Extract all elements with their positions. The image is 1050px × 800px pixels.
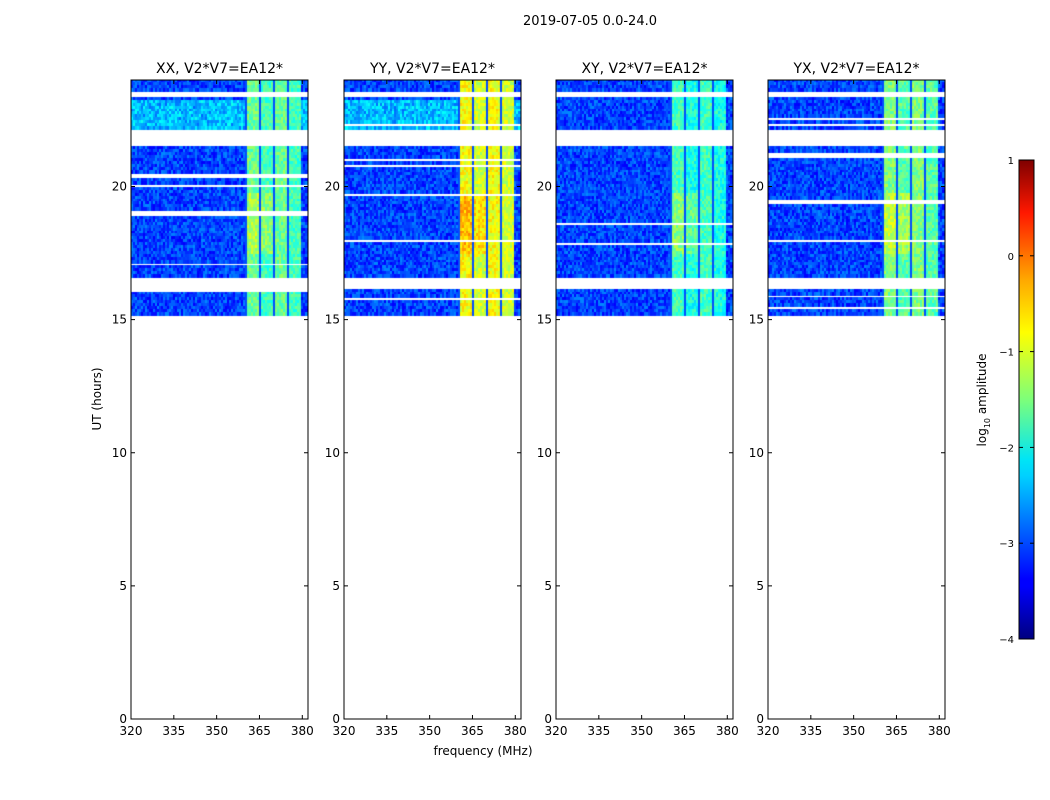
- colorbar-tick-label: −3: [999, 539, 1014, 550]
- colorbar-gradient: [1019, 160, 1034, 639]
- heatmap-yy: [344, 80, 521, 719]
- colorbar-label-sub: 10: [983, 418, 992, 428]
- x-tick-label: 380: [291, 724, 314, 738]
- y-tick-label: 20: [537, 180, 552, 194]
- x-tick-label: 350: [418, 724, 441, 738]
- colorbar: −4 −3 −2 −1 0 1 log10 amplitude: [975, 156, 1035, 646]
- colorbar-tick-label: 1: [1008, 156, 1014, 167]
- heatmap-yx: [768, 80, 945, 719]
- x-tick-label: 365: [248, 724, 271, 738]
- y-tick-label: 15: [537, 313, 552, 327]
- x-tick-label: 365: [461, 724, 484, 738]
- y-tick-label: 20: [749, 180, 764, 194]
- y-tick-label: 10: [325, 446, 340, 460]
- panel-yy: YY, V2*V7=EA12* 320 335 350 365 380 0 5 10 15 20: [325, 61, 527, 738]
- y-tick-label: 0: [544, 712, 552, 726]
- x-tick-label: 380: [716, 724, 739, 738]
- y-tick-label: 20: [112, 180, 127, 194]
- y-tick-label: 0: [756, 712, 764, 726]
- y-tick-label: 5: [544, 579, 552, 593]
- axes-frame: [130, 79, 309, 720]
- x-tick-label: 365: [885, 724, 908, 738]
- x-tick-label: 380: [504, 724, 527, 738]
- axes-frame: [555, 79, 734, 720]
- y-tick-label: 20: [325, 180, 340, 194]
- y-tick-label: 5: [332, 579, 340, 593]
- axes-frame: [343, 79, 522, 720]
- y-axis-label: UT (hours): [90, 367, 104, 430]
- y-tick-label: 10: [112, 446, 127, 460]
- panel-title: YY, V2*V7=EA12*: [369, 61, 495, 77]
- x-tick-label: 335: [162, 724, 185, 738]
- y-tick-label: 10: [537, 446, 552, 460]
- colorbar-label: log10 amplitude: [975, 354, 992, 447]
- heatmap-xy: [556, 80, 733, 719]
- panel-title: XY, V2*V7=EA12*: [582, 61, 708, 77]
- panel-title: XX, V2*V7=EA12*: [156, 61, 283, 77]
- panels-group: XX, V2*V7=EA12*320 335 350 365 38005101520YY…: [112, 61, 951, 738]
- x-tick-label: 335: [587, 724, 610, 738]
- colorbar-tick-label: 0: [1008, 252, 1014, 263]
- x-tick-label: 365: [673, 724, 696, 738]
- x-tick-label: 320: [545, 724, 568, 738]
- x-tick-label: 350: [630, 724, 653, 738]
- colorbar-tick-label: −4: [999, 635, 1014, 646]
- x-tick-label: 335: [375, 724, 398, 738]
- axes-frame: [767, 79, 946, 720]
- panel-yx: YX, V2*V7=EA12* 320 335 350 365 380 0 5 10 15 20: [749, 61, 951, 738]
- x-tick-label: 380: [928, 724, 951, 738]
- y-tick-label: 5: [756, 579, 764, 593]
- y-tick-label: 15: [749, 313, 764, 327]
- x-tick-label: 335: [799, 724, 822, 738]
- y-tick-label: 10: [749, 446, 764, 460]
- x-tick-label: 320: [757, 724, 780, 738]
- x-axis-label: frequency (MHz): [433, 744, 532, 758]
- heatmap-xx: [131, 80, 308, 719]
- y-tick-label: 15: [112, 313, 127, 327]
- panel-xx: XX, V2*V7=EA12* 320 335 350 365 380 0 5 10 15 20: [112, 61, 314, 738]
- panel-title: YX, V2*V7=EA12*: [793, 61, 920, 77]
- colorbar-label-rest: amplitude: [975, 354, 989, 418]
- panel-xy: XY, V2*V7=EA12* 320 335 350 365 380 0 5 10 15 20: [537, 61, 739, 738]
- colorbar-frame: [1018, 159, 1035, 640]
- y-tick-label: 5: [119, 579, 127, 593]
- colorbar-tick-label: −1: [999, 348, 1014, 359]
- y-tick-label: 15: [325, 313, 340, 327]
- y-tick-label: 0: [119, 712, 127, 726]
- y-tick-label: 0: [332, 712, 340, 726]
- x-tick-label: 320: [333, 724, 356, 738]
- colorbar-tick-label: −2: [999, 443, 1014, 454]
- x-tick-label: 350: [842, 724, 865, 738]
- colorbar-label-log: log: [975, 428, 989, 446]
- x-tick-label: 320: [120, 724, 143, 738]
- x-tick-label: 350: [205, 724, 228, 738]
- figure-title: 2019-07-05 0.0-24.0: [523, 14, 657, 29]
